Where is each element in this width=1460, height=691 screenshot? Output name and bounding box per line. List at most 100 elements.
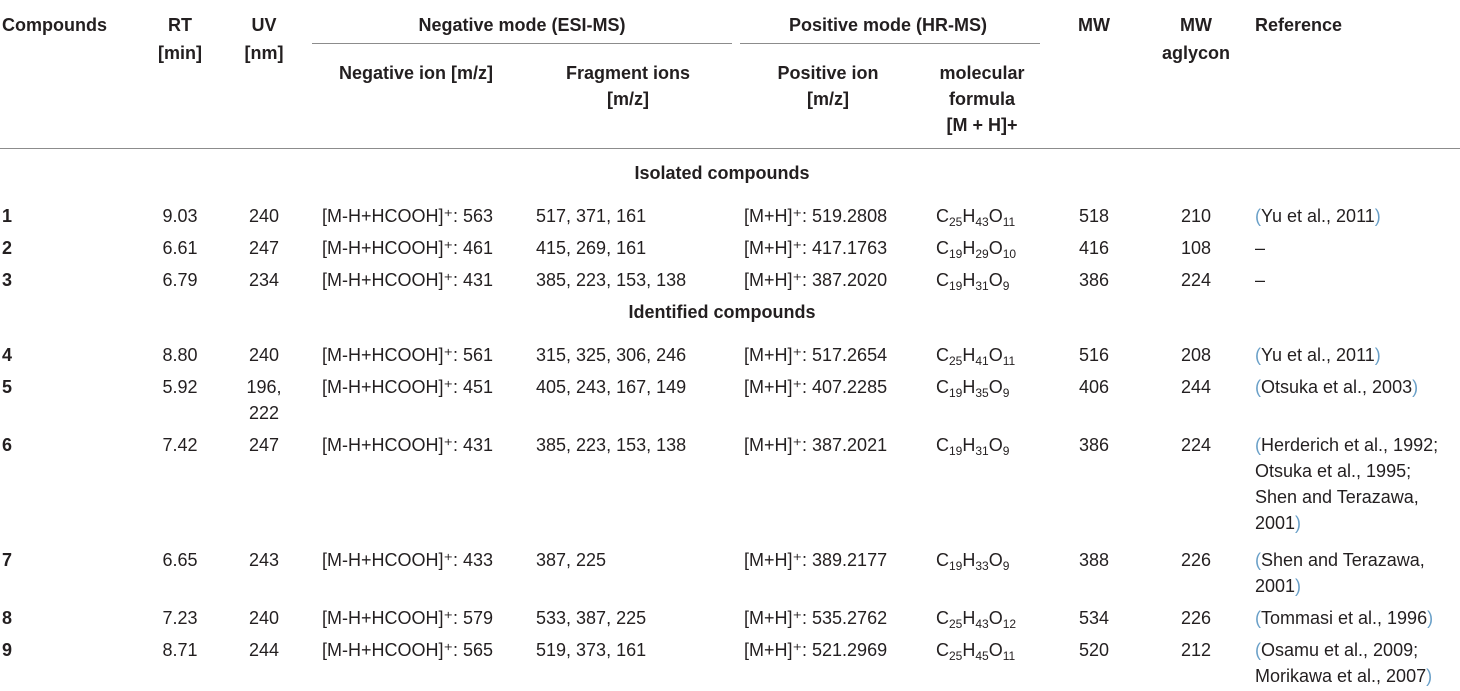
fragment-ions: 415, 269, 161 xyxy=(536,238,647,258)
uv-value: 196, xyxy=(246,377,282,397)
positive-ion: [M+H]⁺: 387.2021 xyxy=(744,435,888,455)
molecular-formula: C25H41O11 xyxy=(936,345,1016,368)
mw-value: 406 xyxy=(1078,377,1110,397)
fragment-ions: 315, 325, 306, 246 xyxy=(536,345,687,365)
header-positive-mode: Positive mode (HR-MS) xyxy=(788,15,988,35)
positive-group-rule xyxy=(740,43,1040,44)
fragment-ions: 517, 371, 161 xyxy=(536,206,647,226)
negative-ion: [M-H+HCOOH]⁺: 431 xyxy=(322,270,494,290)
header-negative-ion: Negative ion [m/z] xyxy=(338,63,494,83)
reference-citation: (Osamu et al., 2009; xyxy=(1255,640,1419,660)
mw-aglycon-value: 108 xyxy=(1180,238,1212,258)
negative-ion: [M-H+HCOOH]⁺: 433 xyxy=(322,550,494,570)
header-formula-1: molecular xyxy=(939,63,1025,83)
fragment-ions: 385, 223, 153, 138 xyxy=(536,435,687,455)
reference-none: – xyxy=(1255,270,1266,290)
header-uv-unit: [nm] xyxy=(244,43,284,63)
reference-citation: (Shen and Terazawa, xyxy=(1255,550,1425,570)
negative-ion: [M-H+HCOOH]⁺: 563 xyxy=(322,206,494,226)
positive-ion: [M+H]⁺: 387.2020 xyxy=(744,270,888,290)
reference-citation: (Herderich et al., 1992; xyxy=(1255,435,1439,455)
reference-citation: Shen and Terazawa, xyxy=(1255,487,1419,507)
reference-citation: 2001) xyxy=(1255,513,1302,533)
rt-value: 7.23 xyxy=(162,608,198,628)
positive-ion: [M+H]⁺: 517.2654 xyxy=(744,345,888,365)
compound-id: 4 xyxy=(2,345,13,365)
reference-citation: Morikawa et al., 2007) xyxy=(1255,666,1433,686)
rt-value: 5.92 xyxy=(162,377,198,397)
compound-id: 3 xyxy=(2,270,13,290)
mw-value: 386 xyxy=(1078,270,1110,290)
header-mw-aglycon-2: aglycon xyxy=(1161,43,1231,63)
uv-value: 240 xyxy=(248,206,280,226)
negative-ion: [M-H+HCOOH]⁺: 451 xyxy=(322,377,494,397)
header-fragment-ions: Fragment ions xyxy=(565,63,691,83)
uv-value: 247 xyxy=(248,435,280,455)
reference-none: – xyxy=(1255,238,1266,258)
header-formula-2: formula xyxy=(948,89,1016,109)
compound-id: 8 xyxy=(2,608,13,628)
header-negative-mode: Negative mode (ESI-MS) xyxy=(418,15,626,35)
negative-group-rule xyxy=(312,43,732,44)
molecular-formula: C25H45O11 xyxy=(936,640,1016,663)
reference-citation: (Yu et al., 2011) xyxy=(1255,206,1381,226)
header-formula-3: [M + H]+ xyxy=(946,115,1018,135)
header-rt: RT xyxy=(168,15,192,35)
header-mw: MW xyxy=(1078,15,1110,35)
mw-aglycon-value: 226 xyxy=(1180,608,1212,628)
mw-value: 518 xyxy=(1078,206,1110,226)
header-rt-unit: [min] xyxy=(158,43,202,63)
fragment-ions: 533, 387, 225 xyxy=(536,608,647,628)
header-fragment-ions-unit: [m/z] xyxy=(607,89,649,109)
mw-aglycon-value: 224 xyxy=(1180,435,1212,455)
rt-value: 6.61 xyxy=(162,238,198,258)
mw-value: 416 xyxy=(1078,238,1110,258)
fragment-ions: 519, 373, 161 xyxy=(536,640,647,660)
molecular-formula: C19H29O10 xyxy=(936,238,1017,261)
negative-ion: [M-H+HCOOH]⁺: 431 xyxy=(322,435,494,455)
mw-value: 516 xyxy=(1078,345,1110,365)
positive-ion: [M+H]⁺: 417.1763 xyxy=(744,238,888,258)
header-bottom-rule xyxy=(0,148,1460,149)
positive-ion: [M+H]⁺: 521.2969 xyxy=(744,640,888,660)
header-mw-aglycon-1: MW xyxy=(1180,15,1212,35)
mw-aglycon-value: 212 xyxy=(1180,640,1212,660)
molecular-formula: C25H43O12 xyxy=(936,608,1017,631)
negative-ion: [M-H+HCOOH]⁺: 565 xyxy=(322,640,494,660)
uv-value: 234 xyxy=(248,270,280,290)
negative-ion: [M-H+HCOOH]⁺: 461 xyxy=(322,238,494,258)
uv-value: 222 xyxy=(248,403,280,423)
mw-aglycon-value: 224 xyxy=(1180,270,1212,290)
negative-ion: [M-H+HCOOH]⁺: 579 xyxy=(322,608,494,628)
mw-aglycon-value: 208 xyxy=(1180,345,1212,365)
reference-citation: (Otsuka et al., 2003) xyxy=(1255,377,1419,397)
rt-value: 9.03 xyxy=(162,206,198,226)
fragment-ions: 405, 243, 167, 149 xyxy=(536,377,687,397)
compound-id: 9 xyxy=(2,640,13,660)
reference-citation: 2001) xyxy=(1255,576,1302,596)
section-isolated: Isolated compounds xyxy=(634,163,810,183)
header-compounds: Compounds xyxy=(2,15,107,35)
mw-value: 520 xyxy=(1078,640,1110,660)
compound-id: 1 xyxy=(2,206,13,226)
section-identified: Identified compounds xyxy=(628,302,816,322)
mw-aglycon-value: 226 xyxy=(1180,550,1212,570)
header-uv: UV xyxy=(251,15,277,35)
reference-citation: (Yu et al., 2011) xyxy=(1255,345,1381,365)
molecular-formula: C19H31O9 xyxy=(936,435,1010,458)
mw-value: 534 xyxy=(1078,608,1110,628)
reference-citation: (Tommasi et al., 1996) xyxy=(1255,608,1434,628)
molecular-formula: C25H43O11 xyxy=(936,206,1016,229)
compound-id: 7 xyxy=(2,550,13,570)
positive-ion: [M+H]⁺: 407.2285 xyxy=(744,377,888,397)
fragment-ions: 385, 223, 153, 138 xyxy=(536,270,687,290)
reference-citation: Otsuka et al., 1995; xyxy=(1255,461,1412,481)
fragment-ions: 387, 225 xyxy=(536,550,607,570)
positive-ion: [M+H]⁺: 519.2808 xyxy=(744,206,888,226)
mw-aglycon-value: 244 xyxy=(1180,377,1212,397)
uv-value: 240 xyxy=(248,345,280,365)
positive-ion: [M+H]⁺: 389.2177 xyxy=(744,550,888,570)
mw-value: 388 xyxy=(1078,550,1110,570)
header-positive-ion-unit: [m/z] xyxy=(807,89,849,109)
